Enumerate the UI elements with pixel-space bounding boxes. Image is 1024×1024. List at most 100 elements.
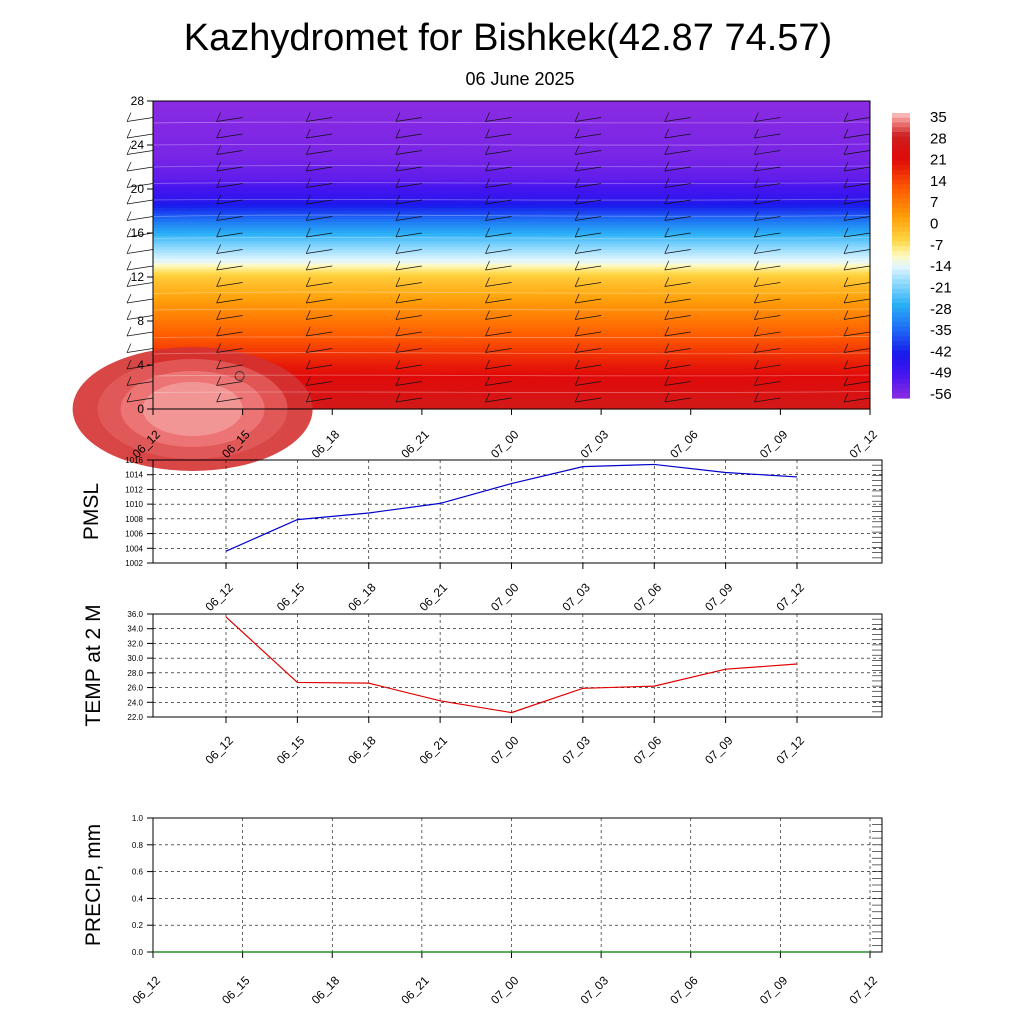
- colorbar-swatch: [892, 345, 910, 352]
- wind-barb: [126, 359, 154, 370]
- wind-barb: [305, 376, 333, 386]
- wind-barb-shaft: [485, 199, 512, 205]
- wind-barb-flag: [843, 277, 849, 287]
- wind-barb: [305, 161, 333, 172]
- wind-barb-shaft: [306, 232, 333, 238]
- heatmap-band: [153, 157, 870, 161]
- x-tick-label: 07_06: [631, 733, 665, 767]
- wind-barb-flag: [574, 376, 580, 386]
- colorbar-swatch: [892, 151, 910, 157]
- wind-barb: [485, 376, 512, 386]
- wind-barb-shaft: [485, 232, 512, 238]
- colorbar-swatch: [892, 189, 910, 195]
- heatmap-band: [153, 162, 870, 166]
- wind-barb: [664, 244, 691, 254]
- wind-barb: [216, 227, 243, 238]
- wind-barb-shaft: [664, 249, 691, 254]
- wind-barb: [574, 376, 602, 386]
- line-panel: 1002 1004 1006 1008 1010 1012 1014 1016 06_12 06_…: [80, 456, 883, 614]
- colorbar-label: -35: [930, 322, 952, 339]
- wind-barb: [664, 260, 691, 271]
- x-tick-label: 06_15: [219, 973, 253, 1007]
- heatmap-band: [153, 350, 870, 354]
- wind-barb: [216, 392, 243, 403]
- wind-barb-shaft: [126, 298, 154, 304]
- wind-barb-flag: [305, 128, 311, 139]
- wind-barb: [574, 244, 602, 254]
- contour-line: [152, 391, 871, 394]
- wind-barb-shaft: [126, 331, 154, 337]
- wind-barb-flag: [664, 227, 670, 238]
- wind-barb: [395, 161, 422, 172]
- wind-barb-flag: [574, 145, 580, 155]
- wind-barb-flag: [664, 277, 670, 287]
- panel-frame: [152, 459, 883, 564]
- wind-barb-flag: [216, 310, 221, 320]
- wind-barb-shaft: [216, 249, 243, 254]
- wind-barb-shaft: [843, 298, 871, 304]
- wind-barb-flag: [754, 211, 759, 221]
- heatmap-band: [153, 171, 870, 175]
- y-tick-label: 0.0: [132, 948, 144, 957]
- wind-barb-shaft: [664, 150, 691, 155]
- wind-barb-shaft: [664, 183, 691, 188]
- wind-barb: [216, 244, 243, 254]
- wind-barb-flag: [664, 293, 670, 304]
- panel-frame: [152, 613, 883, 718]
- wind-barb-flag: [843, 128, 849, 139]
- wind-barb-shaft: [843, 381, 871, 386]
- colorbar-swatch: [892, 293, 910, 299]
- heatmap-band: [153, 221, 870, 225]
- colorbar-swatch: [892, 360, 910, 366]
- x-tick-label: 07_12: [773, 733, 807, 767]
- wind-barb-shaft: [395, 348, 422, 353]
- warm-core-marker: [234, 371, 245, 381]
- colorbar-swatch: [892, 198, 910, 204]
- wind-barb: [305, 112, 333, 122]
- wind-barb-shaft: [843, 348, 871, 353]
- colorbar-label: -42: [930, 343, 952, 360]
- colorbar-swatch: [892, 260, 910, 266]
- colorbar-swatch: [892, 170, 910, 176]
- wind-barb: [843, 211, 871, 221]
- wind-barb-flag: [485, 277, 490, 287]
- wind-barb-shaft: [575, 265, 602, 271]
- wind-barb-flag: [216, 178, 221, 188]
- wind-barb: [305, 227, 333, 238]
- y-tick-label: 1016: [125, 456, 143, 465]
- wind-barb-shaft: [575, 381, 602, 386]
- wind-barb-flag: [305, 211, 311, 221]
- x-tick-label: 07_09: [702, 580, 736, 614]
- wind-barb-shaft: [485, 150, 512, 155]
- wind-barb-shaft: [843, 183, 871, 188]
- wind-barb-shaft: [485, 397, 512, 403]
- wind-barb-flag: [664, 310, 670, 320]
- heatmap-band: [153, 243, 870, 248]
- wind-barb-shaft: [126, 166, 154, 172]
- wind-barb-flag: [216, 277, 221, 287]
- colorbar-label: -56: [930, 386, 952, 403]
- wind-barb-flag: [126, 178, 132, 188]
- wind-barb: [395, 376, 422, 386]
- wind-barb-shaft: [575, 397, 602, 403]
- wind-barb-flag: [664, 211, 670, 221]
- wind-barb-flag: [305, 277, 311, 287]
- wind-barb: [216, 310, 243, 320]
- wind-barb-shaft: [664, 282, 691, 287]
- wind-barb-shaft: [575, 199, 602, 205]
- wind-barb: [843, 244, 871, 254]
- wind-barb: [126, 277, 154, 287]
- y-tick-label: 12: [131, 270, 145, 284]
- heatmap-band: [153, 199, 870, 203]
- wind-barb-shaft: [664, 117, 691, 122]
- wind-barb-shaft: [306, 364, 333, 370]
- wind-barb-flag: [754, 293, 759, 304]
- heatmap-band: [153, 106, 870, 110]
- wind-barb: [395, 145, 422, 155]
- wind-barb-flag: [395, 178, 401, 188]
- heatmap-band: [153, 238, 870, 242]
- wind-barb-flag: [395, 244, 401, 254]
- wind-barb-shaft: [306, 133, 333, 139]
- wind-barb-shaft: [754, 117, 781, 122]
- wind-barb-flag: [843, 343, 849, 353]
